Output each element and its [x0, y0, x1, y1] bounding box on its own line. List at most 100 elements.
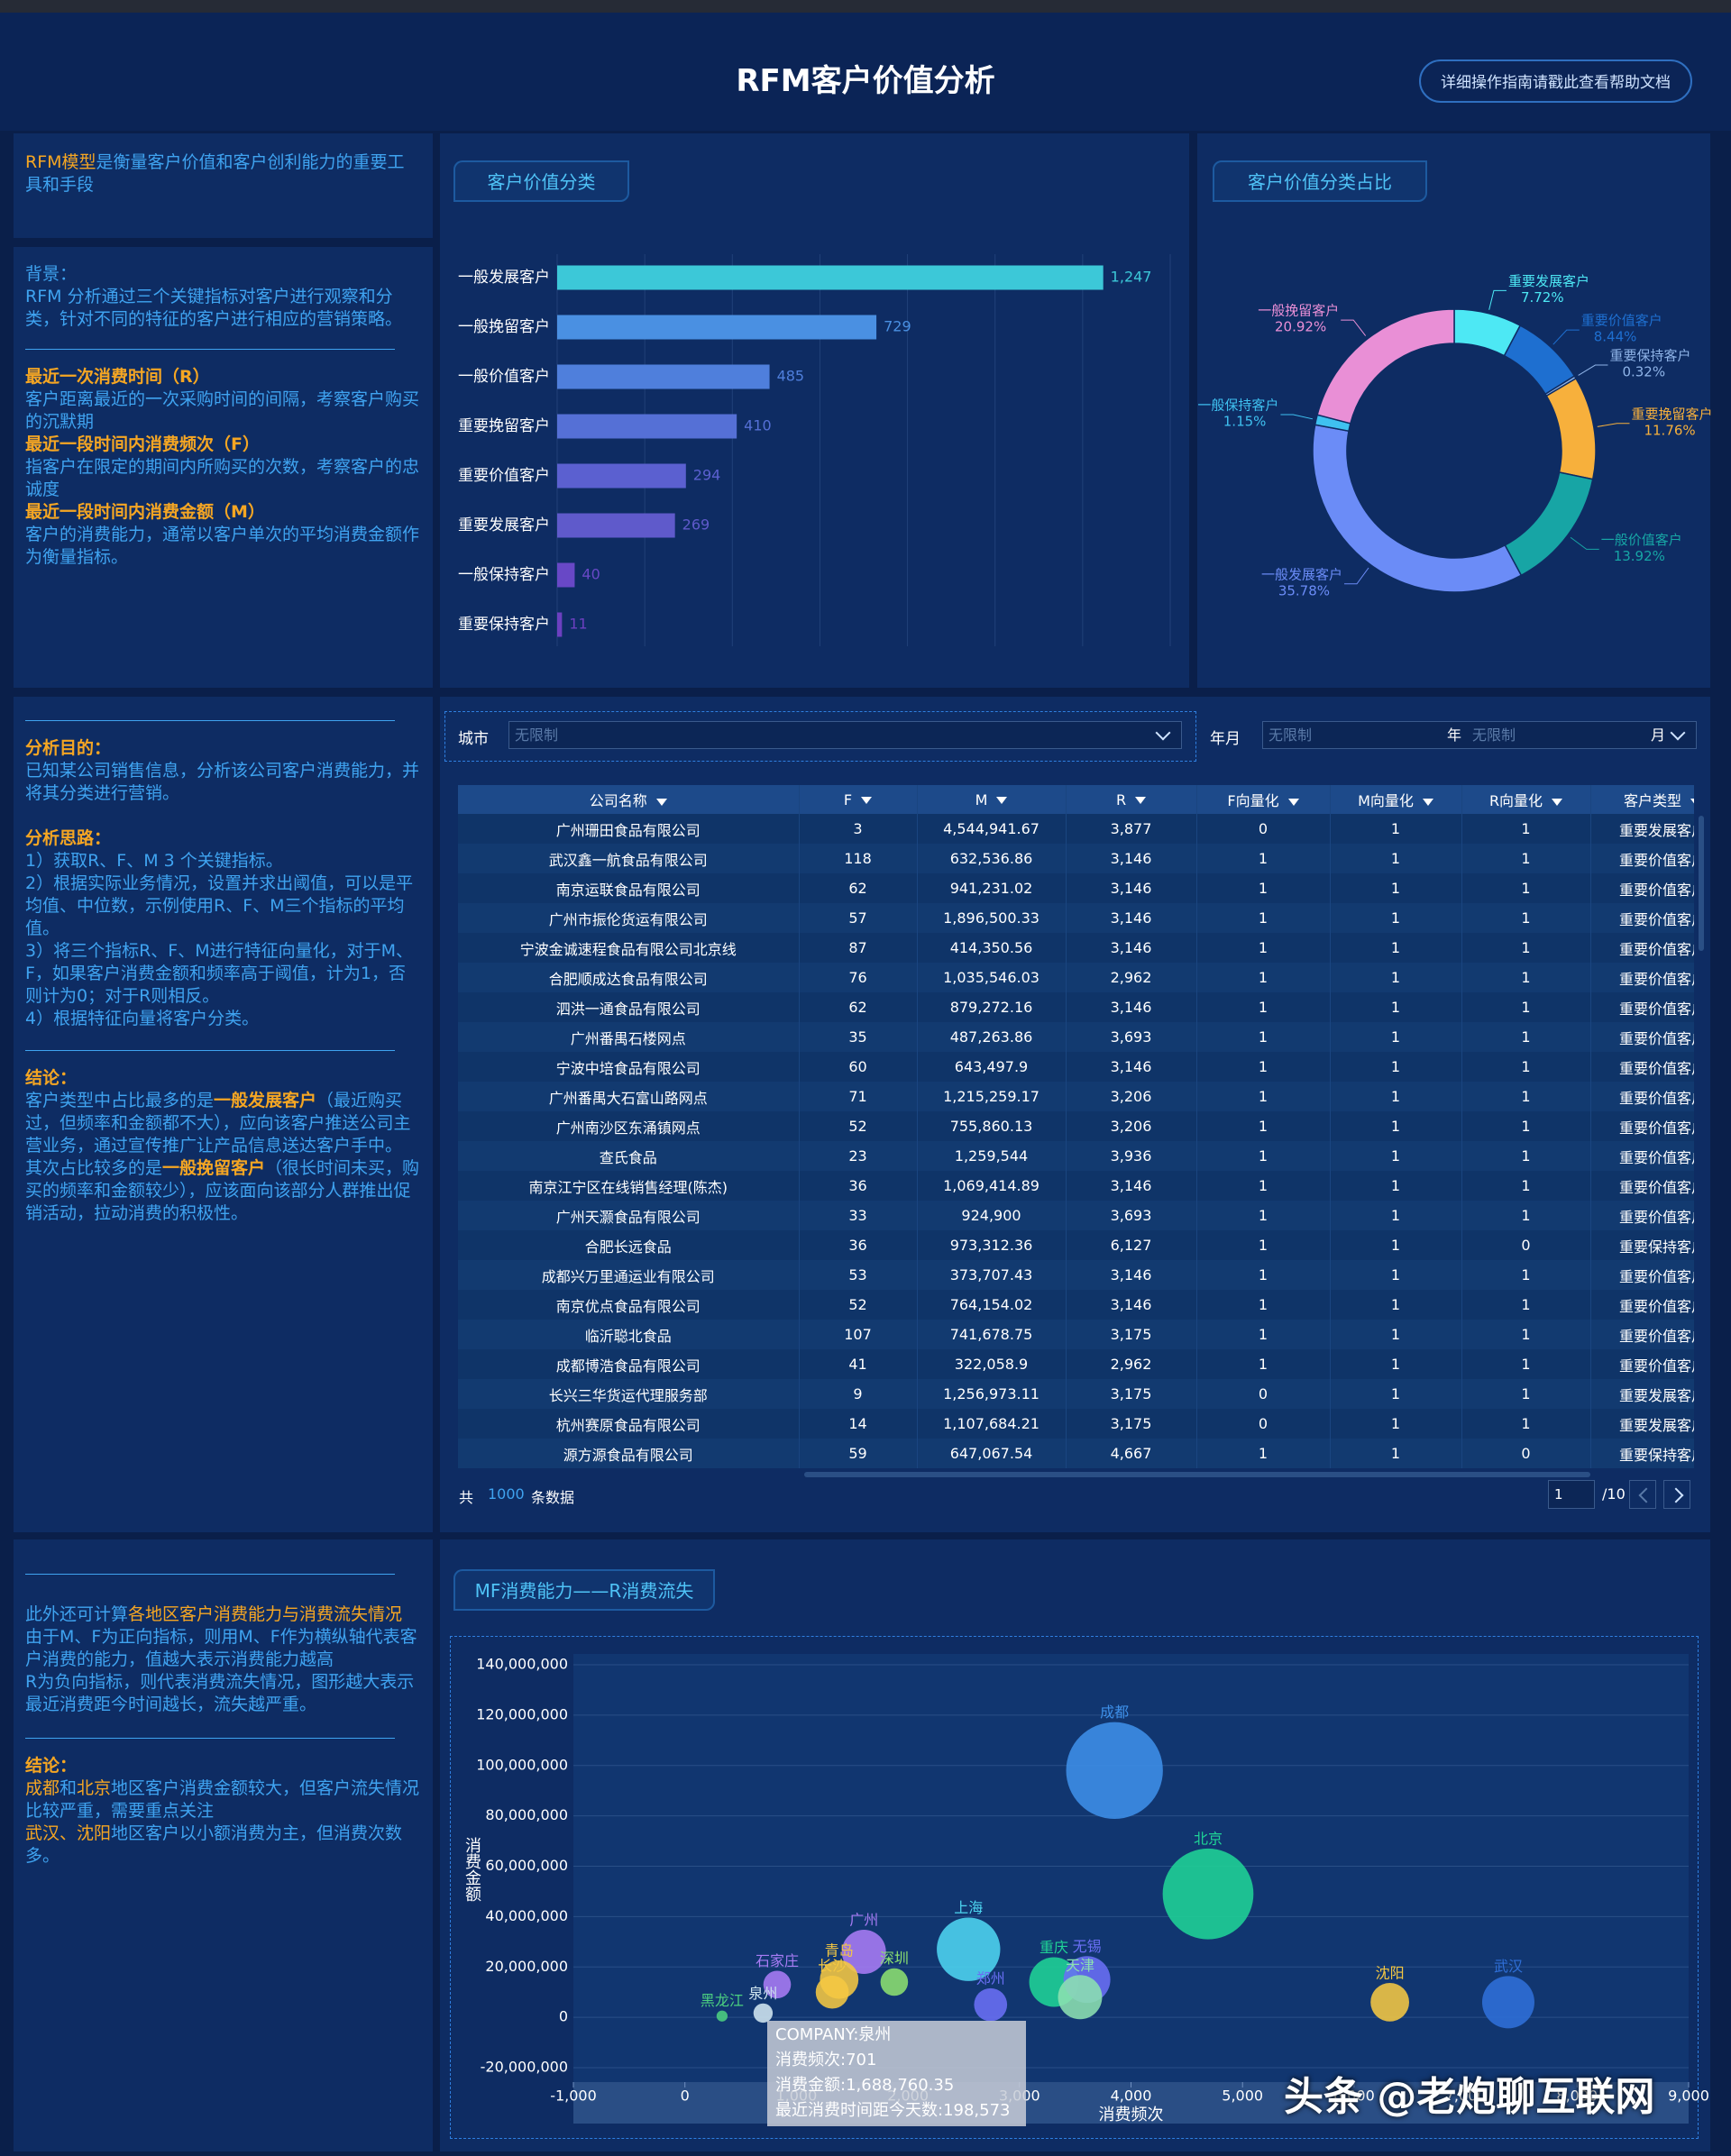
table-cell: 广州珊田食品有限公司: [458, 814, 800, 844]
table-cell: 1: [1461, 903, 1591, 933]
column-header: F向量化: [1196, 785, 1331, 814]
help-button[interactable]: 详细操作指南请戳此查看帮助文档: [1419, 59, 1692, 103]
label: 结论：: [25, 1068, 78, 1088]
month-select[interactable]: 无限制 年 无限制 月: [1262, 721, 1697, 749]
column-header: F: [799, 785, 918, 814]
data-table: 公司名称 F M R F向量化 M向量化 R向量化 客户类型 广州珊田食品有限公司 3 4,544…: [458, 785, 1694, 1468]
table-cell: 62: [799, 873, 918, 903]
table-cell: 764,154.02: [917, 1290, 1067, 1320]
step: 2）根据实际业务情况，设置并求出阈值，可以是平均值、中位数，示例使用R、F、M三…: [25, 873, 414, 938]
bar-panel: 客户价值分类: [440, 133, 1189, 688]
table-cell: 41: [799, 1349, 918, 1379]
table-cell: 重要价值客户: [1590, 1111, 1694, 1141]
text: RFM 分析通过三个关键指标对客户进行观察和分类，针对不同的特征的客户进行相应的…: [25, 287, 403, 329]
metric-name: 最近一段时间内消费频次（F）: [25, 434, 260, 454]
table-cell: 1: [1330, 873, 1462, 903]
table-cell: 3: [799, 814, 918, 844]
footer-text: 条数据: [531, 1489, 575, 1506]
table-cell: 0: [1196, 1379, 1331, 1409]
text: 是衡量客户价值和客户创利能力的重要工具和手段: [25, 152, 405, 195]
text: 其次占比较多的是: [25, 1158, 163, 1178]
table-cell: 1,035,546.03: [917, 963, 1067, 992]
table-cell: 1: [1461, 1409, 1591, 1439]
analysis-panel: 分析目的： 已知某公司销售信息，分析该公司客户消费能力，并将其分类进行营销。 分…: [14, 697, 433, 1532]
sort-icon[interactable]: [1135, 797, 1147, 804]
sort-icon[interactable]: [1552, 798, 1563, 806]
page-title: RFM客户价值分析: [736, 63, 995, 99]
table-cell: 广州天灏食品有限公司: [458, 1201, 800, 1230]
table-cell: 941,231.02: [917, 873, 1067, 903]
header: RFM客户价值分析 详细操作指南请戳此查看帮助文档: [0, 13, 1731, 131]
page-count: /10: [1602, 1485, 1626, 1503]
divider: [25, 1574, 395, 1575]
table-cell: 1: [1461, 1082, 1591, 1111]
unit: 月: [1651, 726, 1666, 744]
label: 背景：: [25, 264, 78, 284]
table-cell: 879,272.16: [917, 992, 1067, 1022]
table-cell: 60: [799, 1052, 918, 1082]
sort-icon[interactable]: [1287, 798, 1299, 806]
highlight: 一般发展客户: [214, 1091, 317, 1110]
step: 4）根据特征向量将客户分类。: [25, 1009, 260, 1028]
table-cell: 泗洪一通食品有限公司: [458, 992, 800, 1022]
next-page[interactable]: [1663, 1480, 1690, 1509]
table-cell: 118: [799, 844, 918, 873]
page-input[interactable]: 1: [1548, 1480, 1595, 1509]
table-cell: 487,263.86: [917, 1022, 1067, 1052]
header-text: 客户类型: [1623, 792, 1681, 809]
conclusion: 其次占比较多的是一般挽留客户（很长时间未买，购买的频率和金额较少），应该面向该部…: [25, 1157, 421, 1225]
table-cell: 重要价值客户: [1590, 992, 1694, 1022]
table-cell: 广州南沙区东涌镇网点: [458, 1111, 800, 1141]
table-cell: 53: [799, 1260, 918, 1290]
table-cell: 3,693: [1066, 1201, 1197, 1230]
divider: [25, 1738, 395, 1739]
table-cell: 1: [1330, 1439, 1462, 1468]
table-cell: 重要价值客户: [1590, 1290, 1694, 1320]
text: 客户类型中占比最多的是: [25, 1091, 215, 1110]
label: 分析目的：: [25, 738, 112, 758]
table-cell: 3,146: [1066, 1052, 1197, 1082]
table-cell: 重要价值客户: [1590, 933, 1694, 963]
sort-icon[interactable]: [655, 798, 667, 806]
column-header: M向量化: [1330, 785, 1462, 814]
column-header: R向量化: [1461, 785, 1591, 814]
city-select[interactable]: 无限制: [508, 721, 1182, 749]
table-cell: 33: [799, 1201, 918, 1230]
table-cell: 36: [799, 1230, 918, 1260]
sort-icon[interactable]: [1422, 798, 1433, 806]
table-cell: 36: [799, 1171, 918, 1201]
table-cell: 741,678.75: [917, 1320, 1067, 1349]
table-cell: 3,146: [1066, 1260, 1197, 1290]
sort-icon[interactable]: [996, 797, 1008, 804]
scrollbar[interactable]: [1699, 816, 1704, 951]
table-cell: 1: [1196, 1201, 1331, 1230]
filter-label: 年月: [1210, 730, 1241, 748]
sort-icon[interactable]: [861, 797, 873, 804]
text: 地区客户消费金额较大，但客户流失情况比较严重，需要重点关注: [25, 1778, 420, 1821]
text: （很长时间未买，购买的频率和金额较少），应该面向该部分人群推出促销活动，拉动消费…: [25, 1158, 420, 1223]
table-cell: 1: [1330, 1022, 1462, 1052]
bubble-panel: MF消费能力——R消费流失: [440, 1539, 1710, 2151]
table-cell: 宁波金诚速程食品有限公司北京线: [458, 933, 800, 963]
table-cell: 3,146: [1066, 903, 1197, 933]
sort-icon[interactable]: [1690, 798, 1694, 806]
table-cell: 1: [1330, 1379, 1462, 1409]
table-cell: 9: [799, 1379, 918, 1409]
table-cell: 1: [1330, 814, 1462, 844]
table-row: 南京江宁区在线销售经理(陈杰) 36 1,069,414.89 3,146 1 1 1 重要价…: [458, 1171, 1694, 1201]
table-cell: 源方源食品有限公司: [458, 1439, 800, 1468]
table-cell: 3,175: [1066, 1320, 1197, 1349]
scrollbar[interactable]: [804, 1472, 1590, 1477]
table-cell: 59: [799, 1439, 918, 1468]
table-cell: 1: [1196, 992, 1331, 1022]
prev-page[interactable]: [1629, 1480, 1656, 1509]
metric-desc: 客户距离最近的一次采购时间的间隔，考察客户购买的沉默期: [25, 389, 420, 432]
highlight: 各地区客户消费能力与消费流失情况: [128, 1604, 403, 1624]
